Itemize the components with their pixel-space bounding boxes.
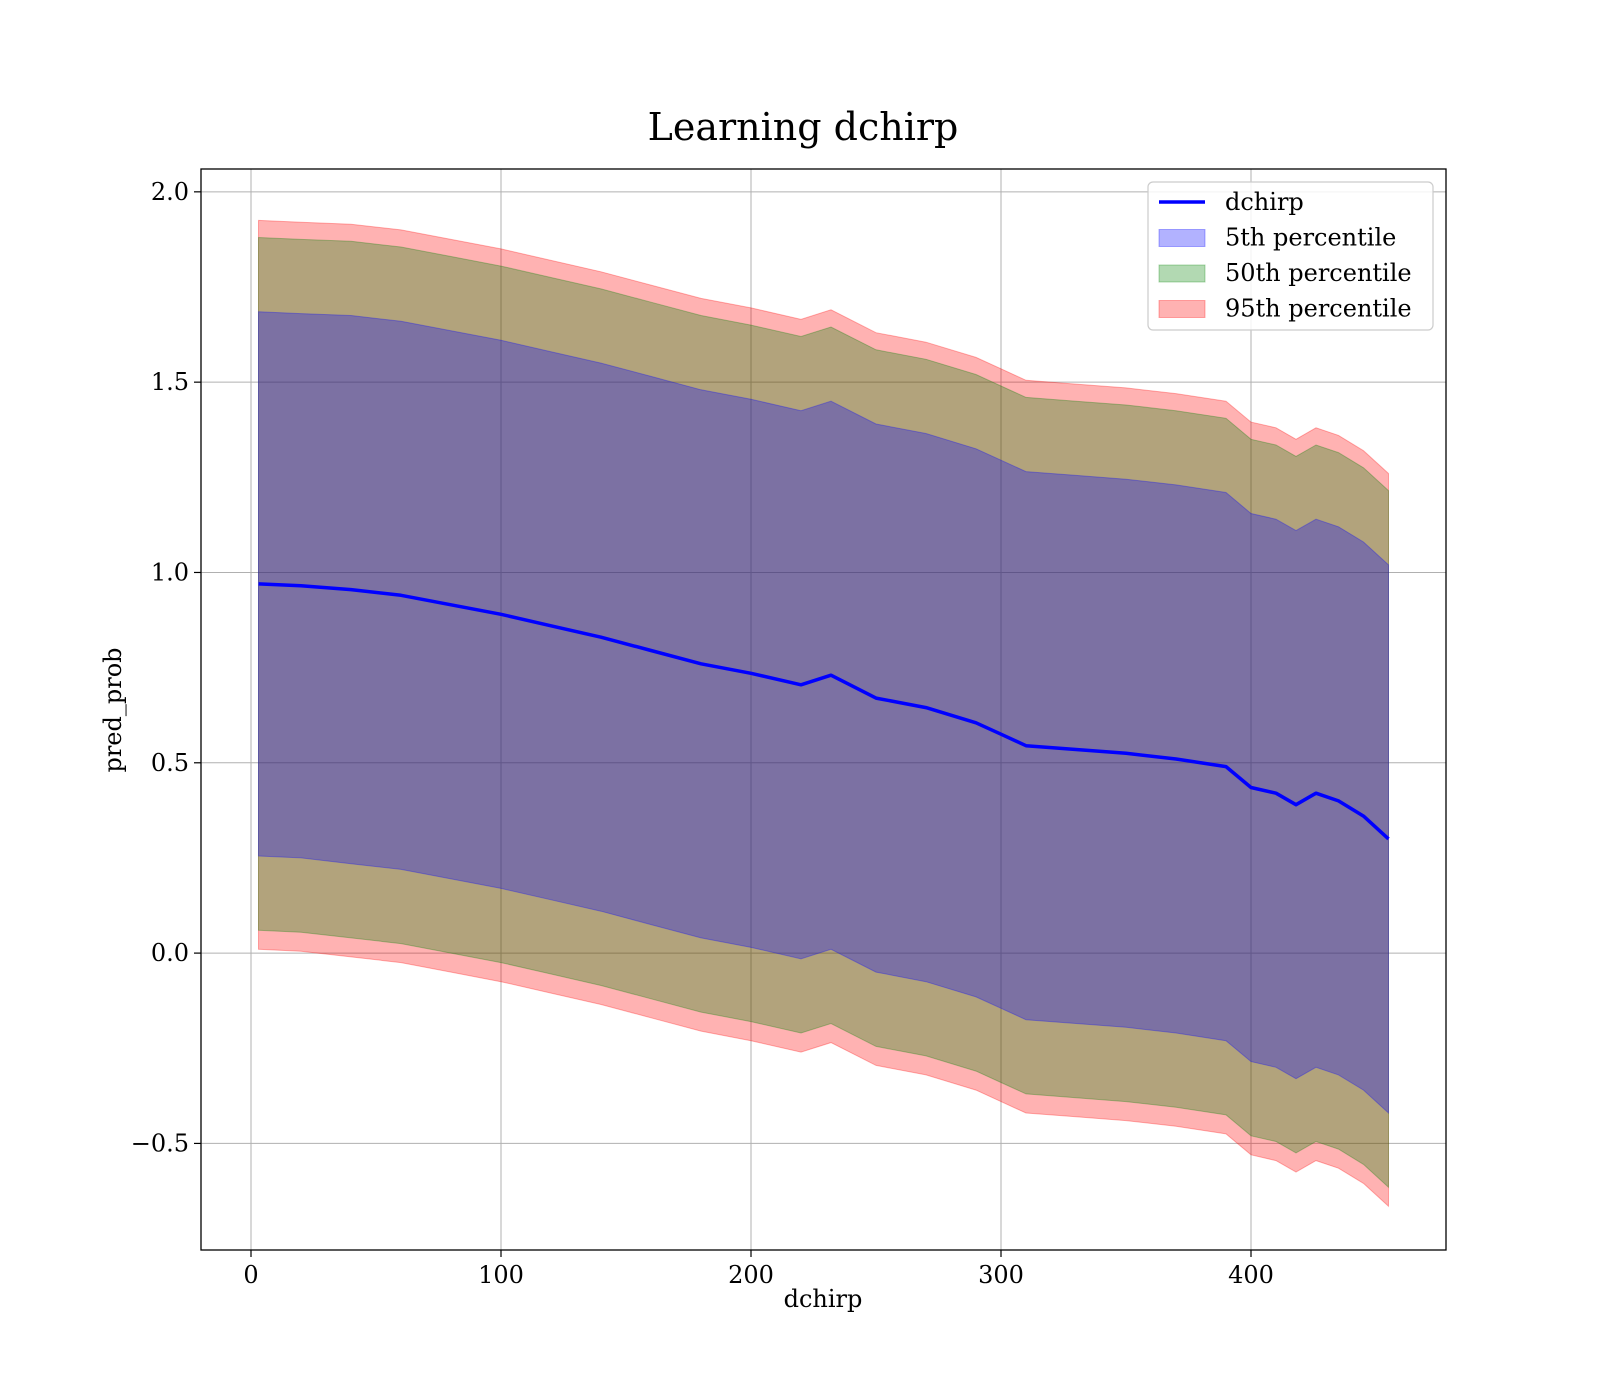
- x-axis-label: dchirp: [784, 1285, 863, 1313]
- chart-title: Learning dchirp: [648, 105, 959, 149]
- legend-label-50th-percentile: 50th percentile: [1225, 259, 1412, 287]
- y-tick-label: 0.5: [151, 749, 189, 777]
- x-tick-label: 100: [478, 1261, 524, 1289]
- percentile-bands: [258, 219, 1389, 1208]
- legend-label-dchirp: dchirp: [1225, 188, 1304, 216]
- x-tick-label: 0: [243, 1261, 258, 1289]
- legend: dchirp 5th percentile 50th percentile 95th …: [1147, 181, 1434, 331]
- band-95th-percentile: [258, 219, 1389, 1208]
- y-tick-label: 2.0: [151, 178, 189, 206]
- y-axis-label: pred_prob: [99, 647, 127, 772]
- band-5th-percentile: [258, 311, 1389, 1115]
- legend-box: [1147, 181, 1434, 331]
- legend-label-5th-percentile: 5th percentile: [1225, 224, 1396, 252]
- grid: [201, 169, 1446, 1250]
- legend-items: dchirp 5th percentile 50th percentile 95th …: [1158, 188, 1412, 323]
- x-tick-label: 200: [728, 1261, 774, 1289]
- series-line-dchirp: [258, 582, 1390, 841]
- y-tick-label: 0.0: [151, 939, 189, 967]
- legend-swatch-5th-percentile: [1158, 229, 1206, 247]
- legend-swatch-95th-percentile: [1158, 300, 1206, 318]
- y-tick-label: 1.5: [151, 368, 189, 396]
- x-tick-label: 400: [1228, 1261, 1274, 1289]
- y-tick-label: 1.0: [151, 558, 189, 586]
- plot-area: [201, 169, 1446, 1250]
- band-50th-percentile: [258, 236, 1389, 1189]
- legend-swatch-50th-percentile: [1158, 264, 1206, 283]
- legend-label-95th-percentile: 95th percentile: [1225, 295, 1412, 323]
- axis-ticks: 0 100 200 300 400 −0.5 0.0 0.5 1.0 1.5 2.0: [131, 178, 1274, 1289]
- series-lines: [258, 582, 1390, 841]
- plot-frame: [200, 168, 1447, 1251]
- y-tick-label: −0.5: [131, 1129, 189, 1157]
- x-tick-label: 300: [978, 1261, 1024, 1289]
